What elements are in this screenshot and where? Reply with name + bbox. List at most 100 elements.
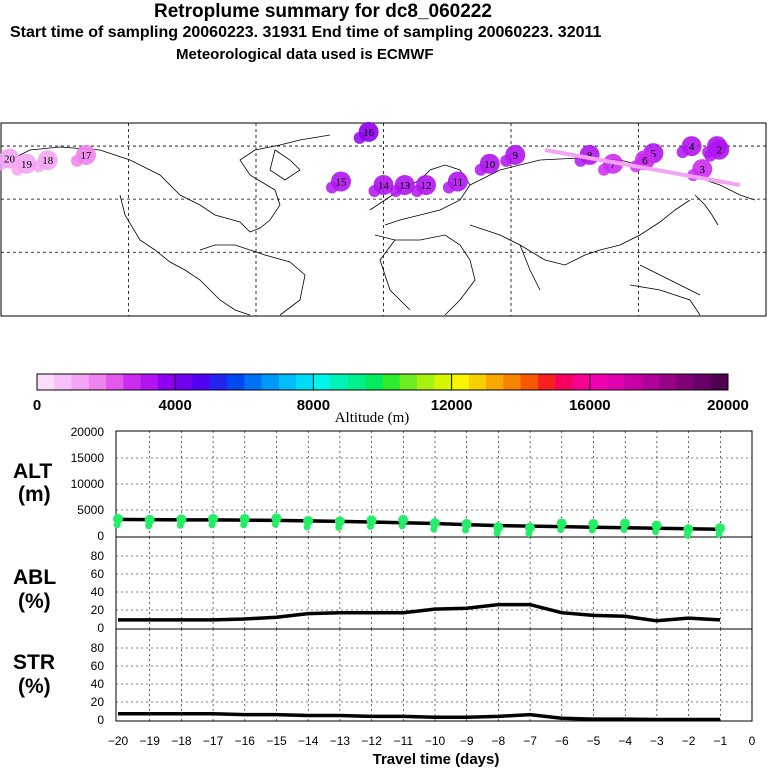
colorbar-cell [555, 374, 574, 390]
colorbar-cell [468, 374, 487, 390]
abl-panel-frame [115, 536, 753, 630]
alt-plume-point-low [493, 529, 501, 537]
abl-ytick-label: 20 [91, 603, 105, 617]
plume-day-label: 20 [4, 153, 16, 165]
plume-day-label: 2 [717, 145, 723, 157]
alt-panel-label: ALT [13, 460, 52, 483]
plume-cluster: 9 [500, 144, 526, 167]
x-tick-label: −13 [330, 734, 351, 748]
plume-blob-small [676, 146, 689, 159]
colorbar-cell [227, 374, 245, 390]
plume-cluster: 4 [676, 136, 702, 159]
alt-plume-point-low [271, 520, 279, 528]
alt-ytick-label: 10000 [71, 477, 105, 491]
coast-greenland [269, 149, 301, 181]
colorbar-tick-label: 20000 [707, 397, 749, 414]
x-tick-label: −16 [235, 734, 256, 748]
colorbar-cell [486, 374, 504, 390]
x-tick-label: −10 [425, 734, 446, 748]
plume-day-label: 18 [42, 155, 54, 167]
colorbar-cell [313, 374, 332, 390]
plume-blob-small [0, 158, 7, 171]
abl-ytick-label: 80 [91, 549, 105, 563]
plume-blob-small [442, 181, 455, 194]
alt-plume-point [461, 519, 472, 530]
plume-cluster: 12 [411, 174, 436, 197]
coast-india [519, 244, 541, 291]
colorbar-cell [71, 374, 90, 390]
plume-day-label: 5 [651, 148, 657, 160]
alt-plume-point-low [208, 521, 216, 529]
plume-day-label: 3 [700, 164, 706, 176]
colorbar-cell [192, 374, 211, 390]
retroplume-map: 1234567891011121314151617181920 [0, 121, 767, 317]
abl-ytick-label: 40 [91, 585, 105, 599]
plume-day-label: 8 [587, 150, 593, 162]
str-ytick-label: 80 [91, 641, 105, 655]
plume-cluster: 16 [353, 121, 379, 144]
alt-plume-point-low [430, 525, 438, 533]
colorbar-cell [296, 374, 314, 390]
altitude-colorbar: 0 4000 8000 12000 16000 20000 Altitude (m) [33, 373, 749, 426]
x-tick-label: −5 [587, 734, 601, 748]
plume-day-label: 12 [421, 180, 432, 192]
plume-blob-small [704, 149, 717, 162]
chart-title: Retroplume summary for dc8_060222 [154, 1, 492, 22]
colorbar-cell [417, 374, 435, 390]
coast-north-america [9, 134, 331, 233]
colorbar-tick-label: 12000 [431, 397, 473, 414]
colorbar-cell [347, 374, 366, 390]
alt-plume-point [334, 516, 345, 527]
str-panel-frame [115, 628, 753, 722]
plume-cluster: 15 [326, 171, 351, 194]
colorbar-label: Altitude (m) [335, 410, 410, 426]
alt-plume-point [303, 515, 314, 526]
plume-cluster: 11 [442, 171, 468, 194]
x-tick-label: −7 [523, 734, 537, 748]
colorbar-cell [693, 374, 712, 390]
colorbar-cell [382, 374, 401, 390]
plume-blob-small [326, 181, 338, 194]
x-tick-label: −12 [361, 734, 382, 748]
plume-day-label: 14 [378, 180, 390, 192]
plume-cluster: 19 [11, 153, 37, 176]
coast-australia [629, 284, 701, 316]
sampling-time-line: Start time of sampling 20060223. 31931 E… [10, 24, 602, 41]
alt-plume-point-low [462, 526, 470, 534]
colorbar-cell [658, 374, 677, 390]
plume-blob-small [500, 154, 513, 167]
alt-plume-point [651, 520, 662, 531]
str-ytick-label: 60 [91, 659, 105, 673]
plume-blob-small [474, 163, 487, 176]
plume-day-label: 13 [399, 180, 411, 192]
alt-ytick-label: 5000 [77, 503, 104, 517]
plume-blob-small [353, 131, 366, 144]
plume-cluster: 2 [704, 139, 730, 162]
alt-plume-point [144, 514, 155, 525]
alt-plume-point-low [620, 526, 628, 534]
alt-plume-point [524, 522, 535, 533]
map-gridlines [1, 123, 767, 316]
coast-africa [374, 234, 476, 316]
colorbar-cell [330, 374, 349, 390]
colorbar-cell [365, 374, 383, 390]
alt-plume-point [208, 513, 219, 524]
alt-plume-point [176, 514, 187, 525]
x-tick-label: −8 [492, 734, 506, 748]
alt-ytick-label: 20000 [71, 425, 105, 439]
plume-cluster: 17 [71, 144, 96, 167]
colorbar-tick-label: 8000 [297, 397, 330, 414]
coast-west-america [119, 194, 251, 316]
plume-day-label: 19 [21, 159, 33, 171]
colorbar-cell [123, 374, 142, 390]
alt-plume-point [429, 518, 440, 528]
colorbar-cell [641, 374, 660, 390]
x-tick-label: −1 [713, 734, 727, 748]
str-ytick-label: 40 [91, 677, 105, 691]
colorbar-cell [54, 374, 73, 390]
abl-panel-unit: (%) [18, 590, 51, 613]
alt-plume-point-low [366, 522, 374, 530]
x-axis-label: Travel time (days) [373, 751, 500, 768]
alt-plume-point-low [398, 522, 406, 530]
